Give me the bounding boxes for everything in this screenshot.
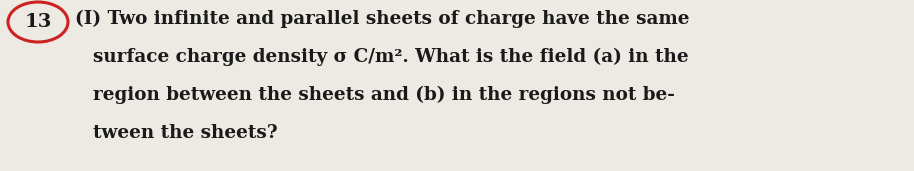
Text: region between the sheets and (b) in the regions not be-: region between the sheets and (b) in the… bbox=[93, 86, 675, 104]
Text: tween the sheets?: tween the sheets? bbox=[93, 124, 278, 142]
Text: (I) Two infinite and parallel sheets of charge have the same: (I) Two infinite and parallel sheets of … bbox=[75, 10, 689, 28]
Text: surface charge density σ C/m². What is the field (a) in the: surface charge density σ C/m². What is t… bbox=[93, 48, 688, 66]
Text: 13: 13 bbox=[25, 13, 52, 31]
